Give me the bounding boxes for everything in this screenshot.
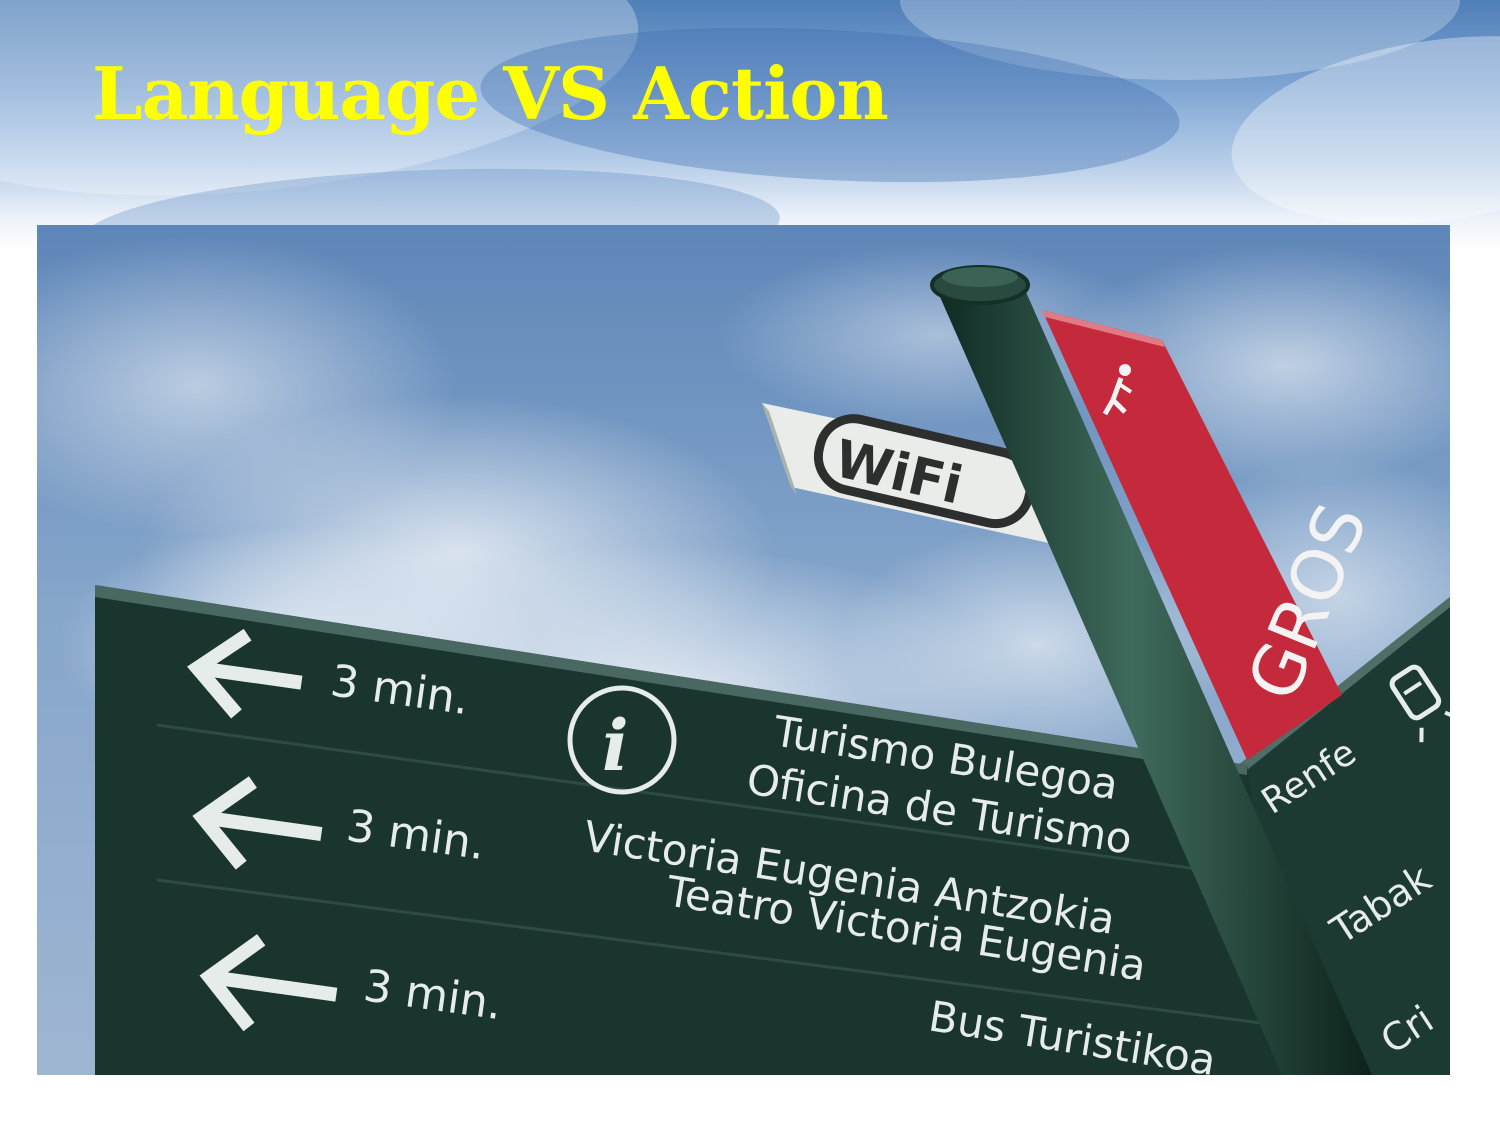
arrow-left-icon [187,628,303,719]
svg-text:i: i [602,704,629,787]
arrow-left-icon [199,934,338,1032]
direction-row: 3 min. i Turismo Bulegoa Oficina de Turi… [187,628,1135,864]
slide-header: Language VS Action [0,0,1500,250]
pedestrian-icon [1102,364,1133,416]
sign-pole [930,265,1372,1075]
info-icon: i [567,685,677,795]
street-sign-photo: Renfe Tabak Cri GROS [37,225,1450,1075]
arrow-left-icon [192,776,323,870]
wifi-sign: WiFi [762,403,1067,547]
main-direction-sign: 3 min. i Turismo Bulegoa Oficina de Turi… [95,585,1292,1075]
slide-title: Language VS Action [92,51,889,136]
train-icon [1389,664,1450,743]
